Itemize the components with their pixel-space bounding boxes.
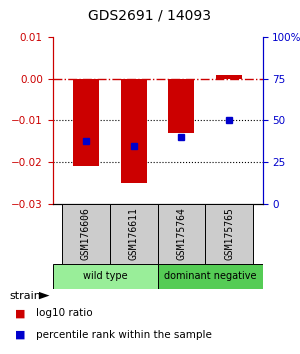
Text: ■: ■: [15, 308, 26, 318]
Text: GSM175765: GSM175765: [224, 207, 234, 260]
Text: percentile rank within the sample: percentile rank within the sample: [36, 330, 212, 339]
Text: log10 ratio: log10 ratio: [36, 308, 93, 318]
Text: GDS2691 / 14093: GDS2691 / 14093: [88, 9, 212, 23]
Bar: [205, 204, 253, 264]
Bar: [158, 204, 205, 264]
Text: wild type: wild type: [83, 271, 127, 281]
Text: GSM176606: GSM176606: [81, 207, 91, 260]
Bar: [110, 204, 158, 264]
Bar: [121, 79, 147, 183]
Text: dominant negative: dominant negative: [164, 271, 256, 281]
Text: GSM175764: GSM175764: [176, 207, 186, 260]
Bar: [73, 79, 99, 166]
Bar: [52, 264, 158, 289]
Text: strain: strain: [9, 291, 41, 301]
Text: ■: ■: [15, 330, 26, 339]
Bar: [62, 204, 110, 264]
Bar: [158, 264, 262, 289]
Text: GSM176611: GSM176611: [129, 207, 139, 260]
Bar: [168, 79, 194, 133]
Polygon shape: [39, 292, 50, 299]
Bar: [216, 75, 242, 79]
